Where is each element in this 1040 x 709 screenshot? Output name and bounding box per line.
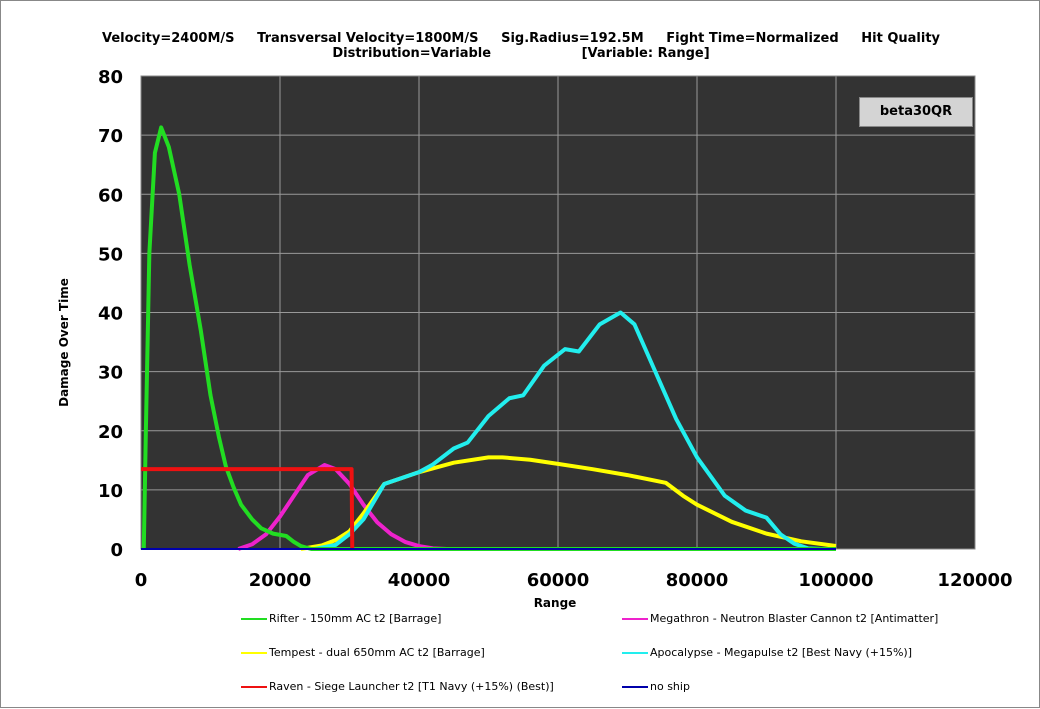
series-line-4 — [141, 467, 355, 550]
y-tick-label: 80 — [98, 67, 123, 88]
legend-item: Raven - Siege Launcher t2 [T1 Navy (+15%… — [241, 680, 554, 693]
x-tick-label: 100000 — [798, 570, 873, 591]
x-tick-label: 60000 — [527, 570, 590, 591]
x-axis-label: Range — [534, 596, 577, 610]
y-tick-label: 50 — [98, 244, 123, 265]
legend-swatch — [241, 617, 267, 620]
legend-label: Megathron - Neutron Blaster Cannon t2 [A… — [650, 612, 939, 625]
legend-label: Rifter - 150mm AC t2 [Barrage] — [269, 612, 442, 625]
chart-title-line2: Distribution=Variable [Variable: Range] — [332, 46, 710, 61]
legend-item: Apocalypse - Megapulse t2 [Best Navy (+1… — [622, 646, 912, 659]
series-line-0 — [141, 125, 836, 551]
legend-label: Apocalypse - Megapulse t2 [Best Navy (+1… — [650, 646, 913, 659]
legend-item: no ship — [622, 680, 690, 693]
x-tick-label: 20000 — [249, 570, 312, 591]
legend-item: Tempest - dual 650mm AC t2 [Barrage] — [241, 646, 485, 659]
y-tick-label: 10 — [98, 481, 123, 502]
legend-label: Raven - Siege Launcher t2 [T1 Navy (+15%… — [269, 680, 554, 693]
legend-swatch — [622, 685, 648, 688]
x-tick-label: 80000 — [666, 570, 729, 591]
y-tick-label: 30 — [98, 363, 123, 384]
x-tick-label: 120000 — [937, 570, 1012, 591]
legend-item: Rifter - 150mm AC t2 [Barrage] — [241, 612, 441, 625]
legend-swatch — [241, 651, 267, 654]
y-tick-label: 0 — [110, 540, 123, 561]
series-line-2 — [300, 455, 837, 551]
x-tick-label: 40000 — [388, 570, 451, 591]
y-axis-label: Damage Over Time — [57, 278, 71, 407]
y-tick-label: 60 — [98, 185, 123, 206]
chart-title-line1: Velocity=2400M/S Transversal Velocity=18… — [101, 31, 941, 46]
legend-swatch — [241, 685, 267, 688]
legend-label: no ship — [650, 680, 690, 693]
y-tick-label: 20 — [98, 422, 123, 443]
legend-item: Megathron - Neutron Blaster Cannon t2 [A… — [622, 612, 938, 625]
series-line-3 — [314, 310, 823, 551]
x-tick-label: 0 — [135, 570, 148, 591]
series-line-1 — [237, 463, 447, 551]
legend-label: Tempest - dual 650mm AC t2 [Barrage] — [269, 646, 485, 659]
chart-badge: beta30QR — [859, 97, 973, 127]
y-tick-label: 40 — [98, 304, 123, 325]
legend-swatch — [622, 617, 648, 620]
y-tick-label: 70 — [98, 126, 123, 147]
legend-swatch — [622, 651, 648, 654]
